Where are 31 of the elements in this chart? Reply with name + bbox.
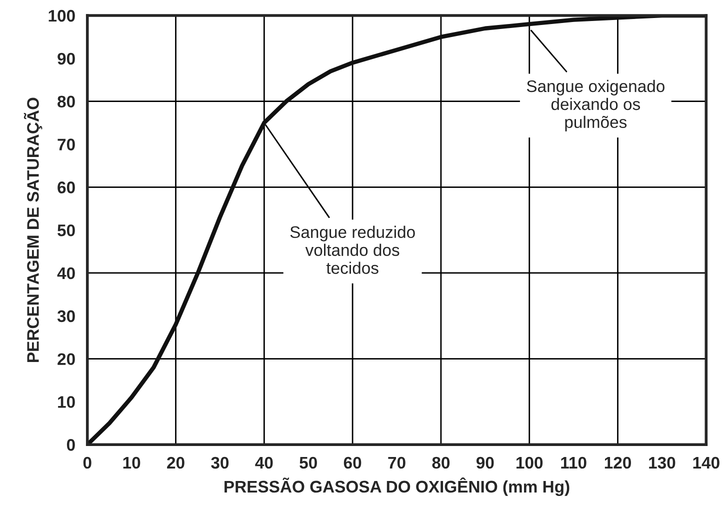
y-tick-label: 100 xyxy=(48,10,75,22)
x-tick-label: 10 xyxy=(123,456,140,469)
x-tick-label: 20 xyxy=(167,456,184,469)
x-tick-label: 60 xyxy=(344,456,362,469)
x-tick-label: 80 xyxy=(432,456,450,469)
x-tick-label: 70 xyxy=(388,456,406,469)
y-tick-label: 50 xyxy=(58,224,75,236)
x-axis-title: PRESSÃO GASOSA DO OXIGÊNIO (mm Hg) xyxy=(224,478,570,496)
x-tick-label: 110 xyxy=(561,456,586,469)
y-tick-label: 70 xyxy=(58,138,75,150)
y-axis-title: PERCENTAGEM DE SATURAÇÃO xyxy=(24,98,42,362)
x-tick-label: 0 xyxy=(83,456,92,469)
y-tick-label: 10 xyxy=(58,396,75,408)
x-tick-label: 140 xyxy=(693,456,720,469)
annotation: Sangue reduzido voltando dos tecidos xyxy=(290,226,415,274)
x-tick-label: 50 xyxy=(300,456,317,469)
y-tick-label: 40 xyxy=(57,267,75,280)
y-tick-label: 0 xyxy=(66,439,75,451)
y-tick-label: 20 xyxy=(58,353,75,365)
x-tick-label: 120 xyxy=(604,456,631,469)
x-tick-label: 100 xyxy=(516,456,543,469)
y-tick-label: 30 xyxy=(57,310,75,322)
x-tick-label: 30 xyxy=(211,456,229,469)
y-tick-label: 60 xyxy=(58,182,75,194)
annotation: Sangue oxigenado deixando os pulmões xyxy=(526,80,664,132)
y-tick-label: 90 xyxy=(58,52,75,65)
y-tick-label: 80 xyxy=(58,96,75,108)
x-tick-label: 90 xyxy=(476,456,494,469)
line-series xyxy=(87,16,706,445)
x-tick-label: 40 xyxy=(255,456,273,469)
x-tick-label: 130 xyxy=(649,456,676,469)
